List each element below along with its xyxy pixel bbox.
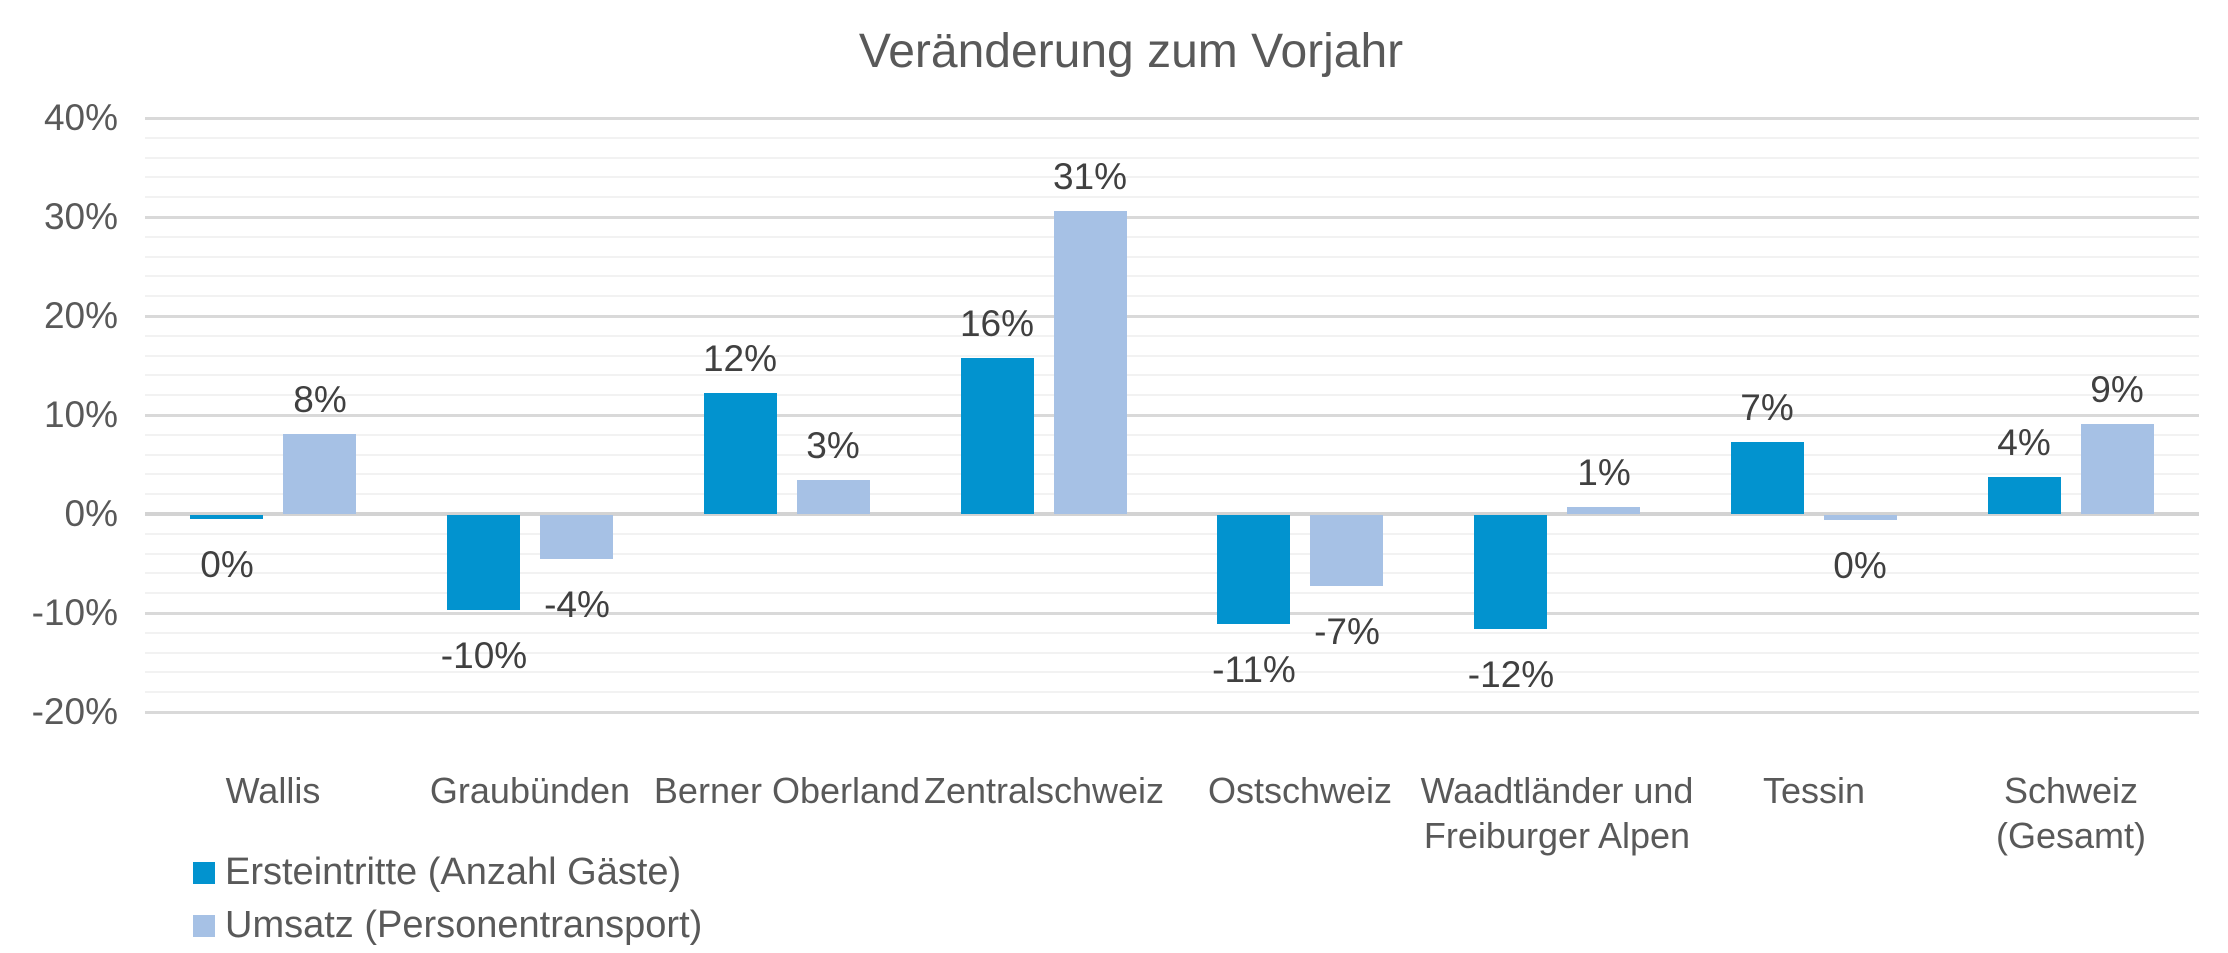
minor-gridline (145, 335, 2199, 337)
bar-umsatz-5 (1310, 515, 1383, 586)
legend-label-ersteintritte: Ersteintritte (Anzahl Gäste) (225, 851, 682, 893)
bar-value-label: 16% (959, 303, 1035, 344)
legend-swatch-ersteintritte (193, 861, 215, 884)
bar-value-label: 12% (702, 338, 778, 379)
minor-gridline (145, 493, 2199, 495)
minor-gridline (145, 473, 2199, 475)
y-tick-label: 20% (43, 295, 118, 336)
minor-gridline (145, 632, 2199, 634)
bar-value-label: 1% (1577, 452, 1631, 493)
bar-value-label: -11% (1212, 649, 1296, 690)
bar-value-label: 0% (200, 544, 254, 585)
bar-value-label: 7% (1740, 387, 1794, 428)
minor-gridline (145, 355, 2199, 357)
bar-value-label: 0% (1833, 545, 1887, 586)
minor-gridline (145, 553, 2199, 555)
minor-gridline (145, 652, 2199, 654)
bar-value-label: 8% (293, 379, 347, 420)
minor-gridline (145, 275, 2199, 277)
bar-value-label: -10% (440, 635, 528, 676)
bar-ersteintritte-8 (1988, 477, 2061, 514)
minor-gridline (145, 434, 2199, 436)
minor-gridline (145, 137, 2199, 139)
category-label-6: Waadtländer und Freiburger Alpen (1420, 770, 1694, 856)
major-gridline (145, 315, 2199, 318)
legend: Ersteintritte (Anzahl Gäste) Umsatz (Per… (193, 850, 702, 948)
bar-umsatz-1 (283, 434, 356, 514)
minor-gridline (145, 671, 2199, 673)
bar-ersteintritte-5 (1217, 515, 1290, 624)
category-label-1: Wallis (225, 770, 321, 811)
bar-umsatz-4 (1054, 211, 1127, 514)
major-gridline (145, 414, 2199, 417)
bar-value-label: -4% (544, 584, 610, 625)
bar-value-label: 4% (1997, 422, 2051, 463)
category-label-2: Graubünden (429, 770, 631, 811)
minor-gridline (145, 533, 2199, 535)
bar-ersteintritte-6 (1474, 515, 1547, 629)
bar-value-label: 3% (806, 425, 860, 466)
bar-ersteintritte-2 (447, 515, 520, 610)
bar-value-label: 9% (2090, 369, 2144, 410)
bar-umsatz-7 (1824, 515, 1897, 520)
category-label-3: Berner Oberland (653, 770, 921, 811)
minor-gridline (145, 295, 2199, 297)
minor-gridline (145, 157, 2199, 159)
category-label-4: Zentralschweiz (923, 770, 1165, 811)
major-gridline (145, 216, 2199, 219)
minor-gridline (145, 374, 2199, 376)
legend-label-umsatz: Umsatz (Personentransport) (225, 904, 703, 946)
bar-value-label: 31% (1052, 156, 1128, 197)
minor-gridline (145, 394, 2199, 396)
minor-gridline (145, 454, 2199, 456)
minor-gridline (145, 196, 2199, 198)
major-gridline (145, 117, 2199, 120)
y-tick-label: 30% (43, 196, 118, 237)
y-tick-label: 0% (64, 493, 118, 534)
zero-axis-line (145, 512, 2199, 516)
minor-gridline (145, 256, 2199, 258)
legend-swatch-umsatz (193, 914, 215, 937)
legend-item-ersteintritte: Ersteintritte (Anzahl Gäste) (193, 850, 702, 895)
bar-ersteintritte-1 (190, 515, 263, 519)
bar-value-label: -7% (1314, 611, 1380, 652)
bar-umsatz-6 (1567, 507, 1640, 514)
category-label-8: Schweiz (Gesamt) (1995, 770, 2146, 856)
plot-area (145, 117, 2199, 714)
y-tick-label: 40% (43, 97, 118, 138)
category-label-7: Tessin (1762, 770, 1866, 811)
category-label-5: Ostschweiz (1207, 770, 1393, 811)
major-gridline (145, 612, 2199, 615)
bar-ersteintritte-7 (1731, 442, 1804, 514)
y-tick-label: -20% (31, 691, 118, 732)
y-tick-label: -10% (31, 592, 118, 633)
minor-gridline (145, 236, 2199, 238)
bar-ersteintritte-3 (704, 393, 777, 514)
chart-title: Veränderung zum Vorjahr (858, 25, 1404, 78)
bar-umsatz-8 (2081, 424, 2154, 514)
minor-gridline (145, 176, 2199, 178)
bar-umsatz-2 (540, 515, 613, 559)
major-gridline (145, 711, 2199, 714)
minor-gridline (145, 572, 2199, 574)
y-tick-label: 10% (43, 394, 118, 435)
minor-gridline (145, 592, 2199, 594)
legend-item-umsatz: Umsatz (Personentransport) (193, 903, 702, 948)
bar-ersteintritte-4 (961, 358, 1034, 514)
bar-value-label: -12% (1467, 654, 1555, 695)
bar-umsatz-3 (797, 480, 870, 514)
minor-gridline (145, 691, 2199, 693)
